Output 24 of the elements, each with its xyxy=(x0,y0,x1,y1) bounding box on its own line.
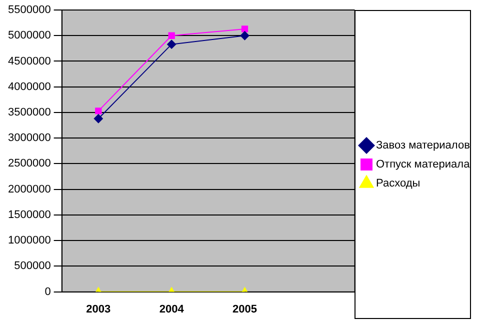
y-tick-label: 3000000 xyxy=(8,132,51,144)
legend-label: Отпуск материала xyxy=(376,158,471,171)
y-tick-label: 4500000 xyxy=(8,55,51,68)
y-tick-label: 500000 xyxy=(14,260,51,272)
point xyxy=(168,32,175,39)
y-tick-label: 5500000 xyxy=(8,4,51,16)
y-tick-label: 2500000 xyxy=(8,158,51,170)
x-tick-label: 2003 xyxy=(86,303,111,316)
point xyxy=(95,108,102,114)
legend-label: Расходы xyxy=(376,178,420,190)
y-tick-label: 3500000 xyxy=(8,106,51,119)
y-tick-label: 5000000 xyxy=(8,30,51,42)
point xyxy=(94,114,103,124)
y-tick-label: 2000000 xyxy=(8,183,51,196)
y-tick-label: 4000000 xyxy=(8,80,51,93)
point xyxy=(240,31,250,40)
x-tick-label: 2004 xyxy=(159,303,185,316)
legend-label: Завоз материалов xyxy=(376,140,470,152)
y-tick-label: 0 xyxy=(44,286,51,298)
point xyxy=(241,26,248,32)
y-tick-label: 1500000 xyxy=(8,208,51,221)
y-tick-label: 1000000 xyxy=(8,234,51,247)
point xyxy=(167,40,176,49)
x-tick-label: 2005 xyxy=(232,303,257,316)
